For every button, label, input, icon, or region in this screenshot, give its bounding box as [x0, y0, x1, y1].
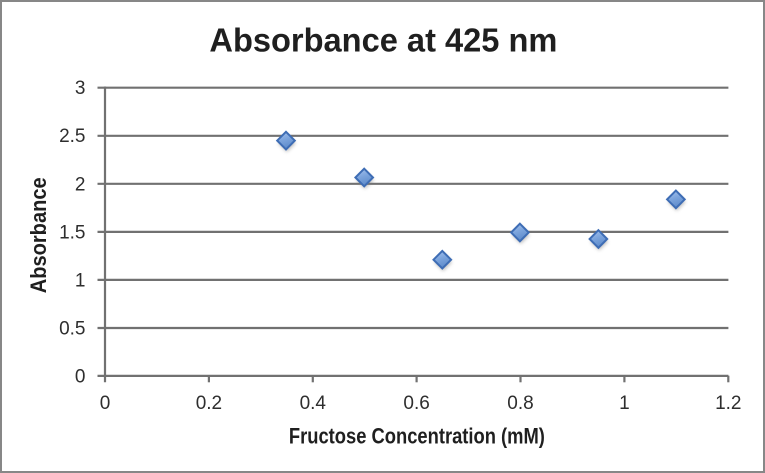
svg-text:0.6: 0.6 [403, 393, 429, 414]
svg-text:1.2: 1.2 [715, 393, 741, 414]
svg-text:Absorbance at 425 nm: Absorbance at 425 nm [209, 22, 557, 59]
svg-text:0.2: 0.2 [196, 393, 222, 414]
svg-text:1: 1 [619, 393, 630, 414]
svg-text:2: 2 [75, 174, 86, 195]
svg-text:0: 0 [100, 393, 111, 414]
svg-text:0.4: 0.4 [300, 393, 327, 414]
svg-text:0.8: 0.8 [507, 393, 533, 414]
svg-text:Absorbance: Absorbance [26, 177, 51, 293]
svg-text:1.5: 1.5 [59, 222, 85, 243]
svg-text:3: 3 [75, 78, 86, 99]
svg-text:0.5: 0.5 [59, 319, 85, 340]
svg-text:1: 1 [75, 270, 86, 291]
svg-text:Fructose Concentration (mM): Fructose Concentration (mM) [289, 423, 545, 448]
svg-text:2.5: 2.5 [59, 126, 85, 147]
svg-text:0: 0 [75, 367, 86, 388]
